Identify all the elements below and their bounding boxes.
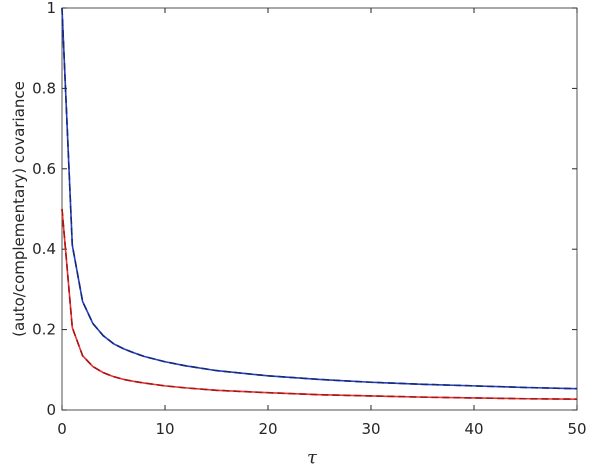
series-line [61, 208, 578, 400]
x-tick-label: 40 [464, 420, 483, 438]
y-axis-label: (auto/complementary) covariance [10, 81, 28, 337]
y-tick-label: 0.8 [32, 79, 56, 97]
y-tick-label: 0.4 [32, 240, 56, 258]
series-line [61, 7, 578, 390]
y-tick-label: 0.6 [32, 160, 56, 178]
x-tick-label: 30 [361, 420, 380, 438]
x-axis-label: τ [307, 447, 318, 464]
y-tick-label: 1 [46, 0, 56, 17]
plot-box [61, 7, 578, 411]
x-tick-label: 20 [258, 420, 277, 438]
x-tick-label: 0 [57, 420, 67, 438]
x-tick-label: 10 [155, 420, 174, 438]
y-tick-label: 0 [46, 401, 56, 419]
y-tick-label: 0.2 [32, 321, 56, 339]
x-tick-label: 50 [567, 420, 586, 438]
